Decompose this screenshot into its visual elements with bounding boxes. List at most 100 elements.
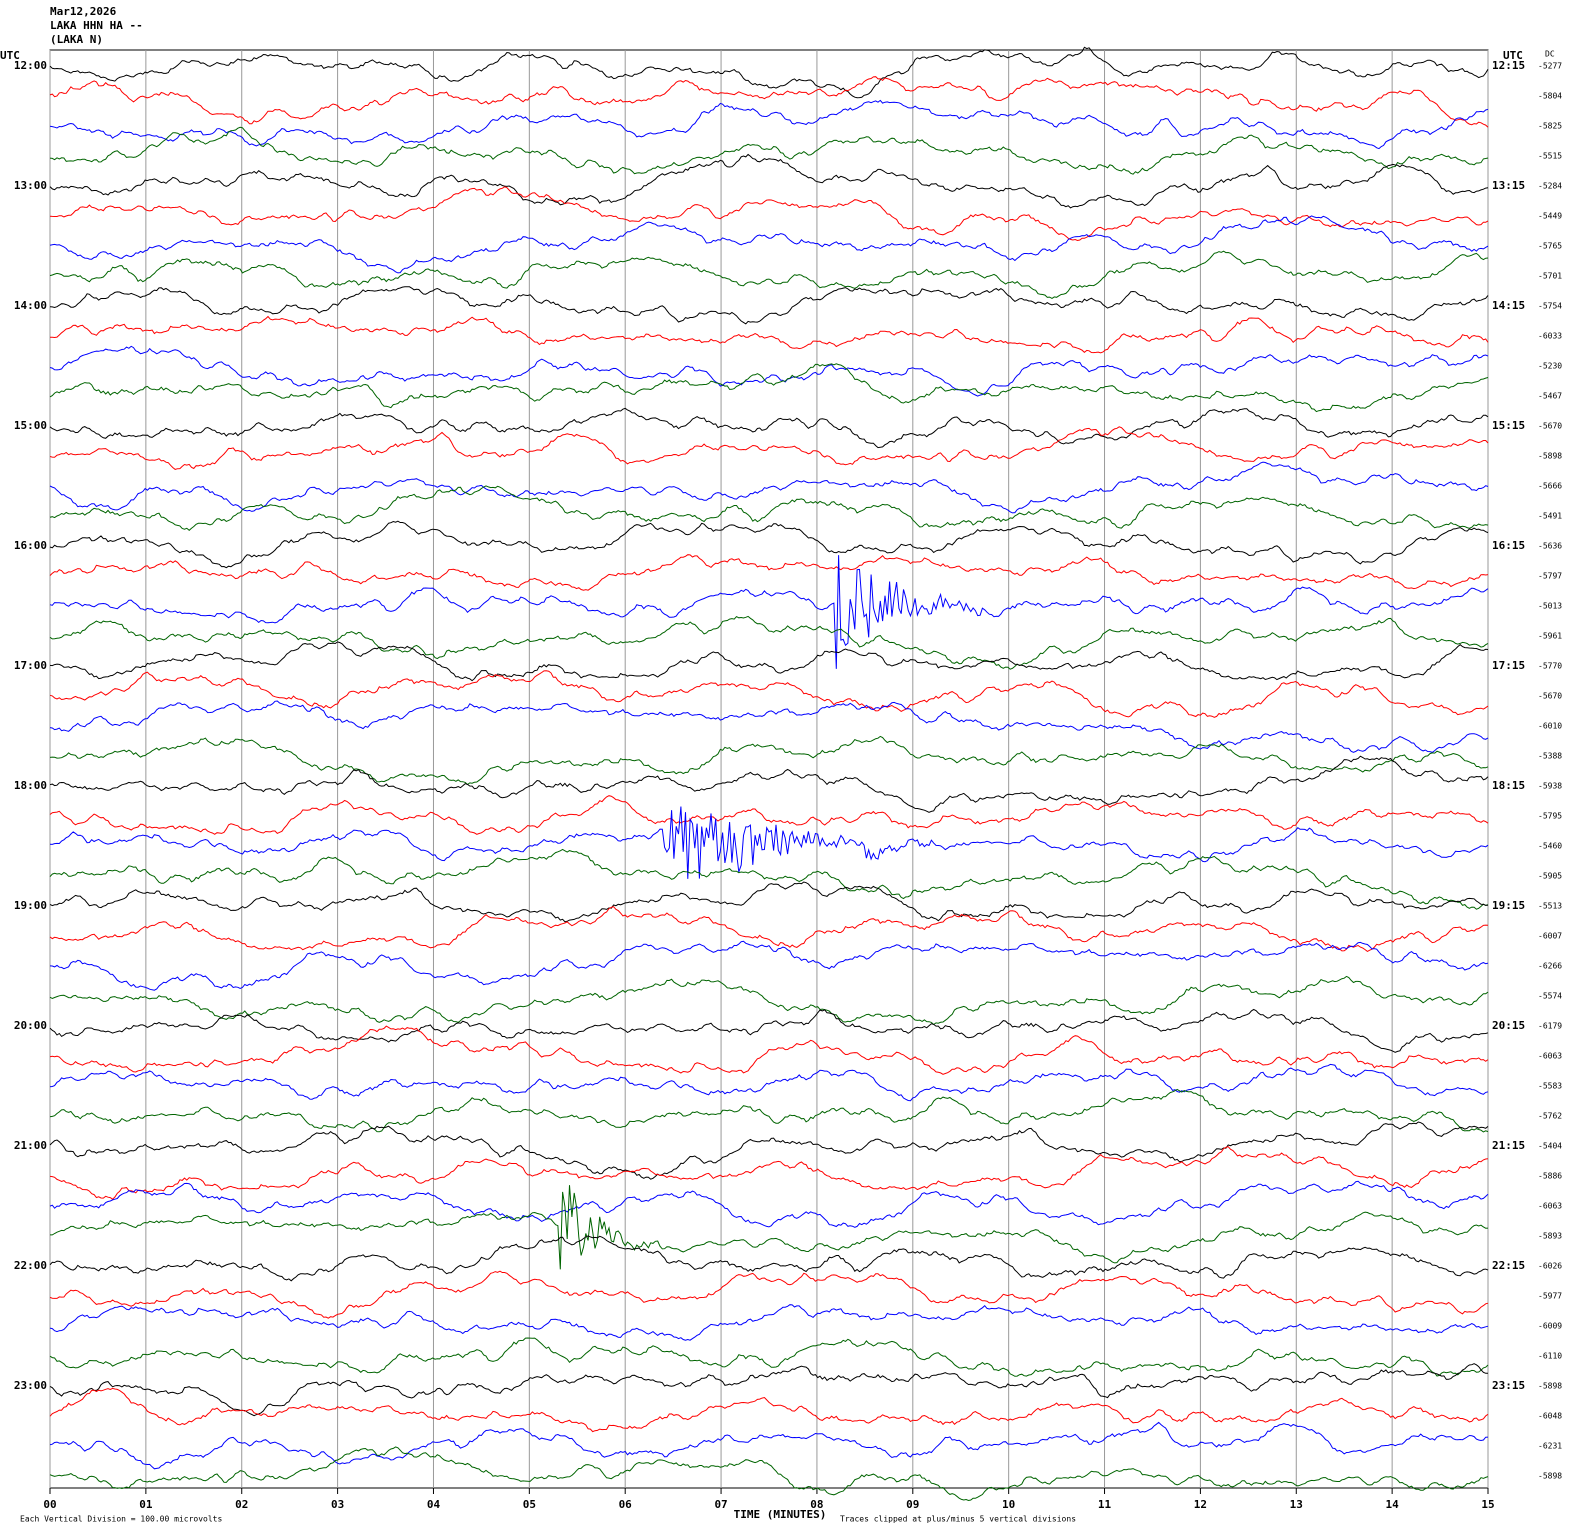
dc-value: -6010 <box>1538 722 1562 731</box>
hour-label: 17:00 <box>14 659 47 672</box>
trace <box>49 1387 1489 1433</box>
trace <box>50 1185 1489 1270</box>
dc-value: -6009 <box>1538 1322 1562 1331</box>
x-tick-label: 01 <box>139 1498 153 1511</box>
trace <box>49 1421 1489 1470</box>
dc-value: -6048 <box>1538 1412 1562 1421</box>
x-tick-label: 04 <box>427 1498 441 1511</box>
hour-label: 18:00 <box>14 779 47 792</box>
dc-value: -5670 <box>1538 422 1562 431</box>
dc-value: -5404 <box>1538 1142 1562 1151</box>
trace <box>49 848 1489 910</box>
dc-value: -6110 <box>1538 1352 1562 1361</box>
trace <box>49 1304 1489 1341</box>
trace <box>49 345 1489 397</box>
scale-note: Each Vertical Division = 100.00 microvol… <box>20 1515 222 1524</box>
dc-value: -5284 <box>1538 182 1562 191</box>
quarter-label: 14:15 <box>1492 299 1525 312</box>
dc-label: DC <box>1545 50 1555 59</box>
dc-value: -5905 <box>1538 872 1562 881</box>
hour-label: 13:00 <box>14 179 47 192</box>
dc-value: -5636 <box>1538 542 1562 551</box>
x-tick-label: 09 <box>906 1498 919 1511</box>
x-tick-label: 10 <box>1002 1498 1015 1511</box>
trace <box>49 615 1489 670</box>
dc-value: -5825 <box>1538 122 1562 131</box>
x-tick-label: 00 <box>43 1498 56 1511</box>
dc-value: -5277 <box>1538 62 1562 71</box>
dc-value: -6026 <box>1538 1262 1562 1271</box>
dc-value: -5670 <box>1538 692 1562 701</box>
trace <box>49 126 1489 175</box>
dc-value: -5574 <box>1538 992 1562 1001</box>
trace <box>49 99 1489 150</box>
quarter-label: 12:15 <box>1492 59 1525 72</box>
x-tick-label: 11 <box>1098 1498 1112 1511</box>
hour-label: 23:00 <box>14 1379 47 1392</box>
x-tick-label: 06 <box>619 1498 633 1511</box>
dc-value: -5388 <box>1538 752 1562 761</box>
trace <box>49 1025 1489 1075</box>
trace <box>49 286 1489 325</box>
dc-value: -5449 <box>1538 212 1562 221</box>
title-line: Mar12,2026 <box>50 5 117 18</box>
quarter-label: 16:15 <box>1492 539 1525 552</box>
trace <box>49 1337 1489 1377</box>
dc-value: -5515 <box>1538 152 1562 161</box>
dc-value: -5898 <box>1538 452 1562 461</box>
trace <box>49 407 1489 449</box>
hour-label: 19:00 <box>14 899 47 912</box>
x-tick-label: 15 <box>1481 1498 1494 1511</box>
dc-value: -6033 <box>1538 332 1562 341</box>
dc-value: -5513 <box>1538 902 1562 911</box>
dc-value: -5898 <box>1538 1382 1562 1391</box>
dc-value: -5770 <box>1538 662 1562 671</box>
trace <box>49 363 1489 413</box>
trace <box>49 186 1489 242</box>
dc-value: -5977 <box>1538 1292 1562 1301</box>
hour-label: 14:00 <box>14 299 47 312</box>
trace <box>49 250 1489 299</box>
title-line: LAKA HHN HA -- <box>50 19 143 32</box>
dc-value: -6179 <box>1538 1022 1562 1031</box>
quarter-label: 23:15 <box>1492 1379 1525 1392</box>
trace <box>49 641 1489 682</box>
dc-value: -6231 <box>1538 1442 1562 1451</box>
quarter-label: 22:15 <box>1492 1259 1525 1272</box>
trace <box>49 806 1489 879</box>
trace <box>49 795 1489 835</box>
trace <box>49 735 1489 786</box>
dc-value: -5666 <box>1538 482 1562 491</box>
trace <box>50 315 1489 354</box>
dc-value: -6063 <box>1538 1202 1562 1211</box>
dc-value: -6063 <box>1538 1052 1562 1061</box>
hour-label: 22:00 <box>14 1259 47 1272</box>
trace <box>49 1008 1489 1053</box>
trace <box>49 881 1488 923</box>
trace <box>49 426 1489 470</box>
x-tick-label: 13 <box>1290 1498 1303 1511</box>
trace <box>49 670 1489 718</box>
dc-value: -5886 <box>1538 1172 1562 1181</box>
dc-value: -5013 <box>1538 602 1562 611</box>
x-tick-label: 07 <box>714 1498 727 1511</box>
quarter-label: 18:15 <box>1492 779 1525 792</box>
dc-value: -5795 <box>1538 812 1562 821</box>
quarter-label: 20:15 <box>1492 1019 1525 1032</box>
trace <box>49 554 1489 591</box>
dc-value: -5765 <box>1538 242 1562 251</box>
x-tick-label: 02 <box>235 1498 248 1511</box>
quarter-label: 17:15 <box>1492 659 1525 672</box>
dc-value: -5754 <box>1538 302 1562 311</box>
x-tick-label: 05 <box>523 1498 536 1511</box>
x-tick-label: 14 <box>1386 1498 1400 1511</box>
trace <box>49 1121 1489 1180</box>
trace <box>49 755 1489 813</box>
hour-label: 15:00 <box>14 419 47 432</box>
trace <box>49 975 1489 1026</box>
left-axis-label: UTC <box>0 49 20 62</box>
dc-value: -5491 <box>1538 512 1562 521</box>
trace <box>49 940 1489 991</box>
hour-label: 12:00 <box>14 59 47 72</box>
